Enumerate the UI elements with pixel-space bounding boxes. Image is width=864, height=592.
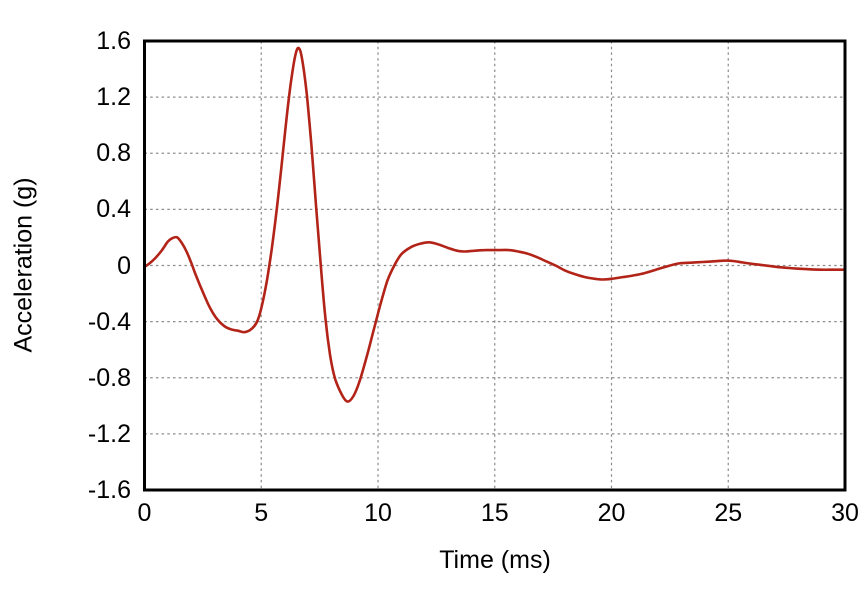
plot-frame: [143, 39, 847, 492]
x-axis-title: Time (ms): [439, 546, 551, 574]
x-tick-label: 15: [480, 499, 509, 527]
x-tick-label: 20: [597, 499, 626, 527]
x-tick-label: 30: [831, 499, 859, 527]
y-tick-label: 0.4: [96, 195, 131, 224]
y-axis-title: Acceleration (g): [9, 177, 38, 353]
series-acceleration-trace: [143, 46, 847, 403]
y-tick-label: -0.8: [87, 363, 131, 392]
x-tick-label: 0: [137, 499, 152, 527]
x-tick-label: 5: [254, 499, 269, 527]
x-tick-label: 25: [714, 499, 743, 527]
y-tick-label: -0.4: [87, 307, 131, 336]
y-tick-label: -1.2: [87, 419, 131, 448]
y-tick-label: 1.2: [96, 83, 131, 112]
x-tick-label: 10: [364, 499, 392, 527]
y-tick-label: -1.6: [87, 476, 131, 504]
y-tick-label: 0: [117, 251, 131, 280]
y-tick-label: 1.6: [96, 27, 131, 55]
y-tick-label: 0.8: [96, 139, 131, 168]
